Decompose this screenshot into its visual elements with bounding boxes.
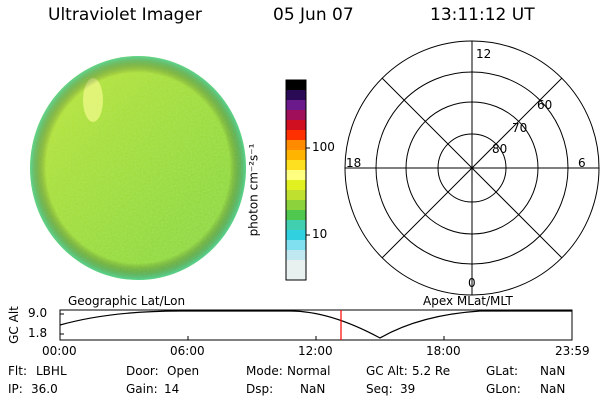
- status-door-label: Door:: [126, 364, 159, 378]
- mlt-label-0: 0: [468, 276, 476, 290]
- polar-plot: [344, 40, 600, 296]
- lat-label-80: 80: [492, 142, 508, 156]
- status-seq-label: Seq:: [366, 382, 393, 396]
- orbit-ytick-low: 1.8: [28, 326, 48, 340]
- status-flt-label: Flt:: [8, 364, 27, 378]
- status-gain-value: 14: [164, 382, 180, 396]
- status-glat-label: GLat:: [486, 364, 519, 378]
- date-label: 05 Jun 07: [273, 5, 354, 25]
- orbit-xtick-0000: 00:00: [42, 344, 77, 358]
- status-gain-label: Gain:: [126, 382, 158, 396]
- orbit-xtick-2359: 23:59: [555, 344, 590, 358]
- geo-title: Geographic Lat/Lon: [68, 294, 186, 308]
- orbit-panel: [59, 309, 573, 341]
- status-gcalt-value: 5.2 Re: [412, 364, 451, 378]
- orbit-ytick-high: 9.0: [28, 306, 48, 320]
- apex-title: Apex MLat/MLT: [423, 294, 513, 308]
- status-dsp-value: NaN: [300, 382, 326, 396]
- orbit-xtick-1800: 18:00: [426, 344, 461, 358]
- status-dsp-label: Dsp:: [246, 382, 274, 396]
- status-mode-value: Normal: [287, 364, 331, 378]
- status-flt-value: LBHL: [36, 364, 67, 378]
- status-glat-value: NaN: [540, 364, 566, 378]
- status-seq-value: 39: [400, 382, 416, 396]
- status-gcalt-label: GC Alt:: [366, 364, 408, 378]
- lat-label-60: 60: [537, 98, 553, 112]
- colorbar-unit-label: photon cm⁻²s⁻¹: [246, 143, 261, 237]
- instrument-title: Ultraviolet Imager: [48, 5, 202, 25]
- geographic-image: [30, 56, 246, 280]
- mlt-label-12: 12: [476, 47, 492, 61]
- status-glon-label: GLon:: [486, 382, 521, 396]
- orbit-xtick-0600: 06:00: [170, 344, 205, 358]
- status-ip-label: IP:: [8, 382, 23, 396]
- orbit-xtick-1200: 12:00: [298, 344, 333, 358]
- color-bar: [285, 79, 310, 281]
- colorbar-tick-100: 100: [312, 140, 335, 154]
- orbit-ylabel: GC Alt: [6, 306, 21, 344]
- mlt-label-6: 6: [578, 156, 586, 170]
- status-ip-value: 36.0: [31, 382, 58, 396]
- time-label: 13:11:12 UT: [430, 5, 535, 25]
- status-glon-value: NaN: [540, 382, 566, 396]
- colorbar-tick-10: 10: [312, 227, 328, 241]
- lat-label-70: 70: [512, 121, 528, 135]
- status-mode-label: Mode:: [246, 364, 283, 378]
- mlt-label-18: 18: [346, 156, 362, 170]
- status-door-value: Open: [167, 364, 200, 378]
